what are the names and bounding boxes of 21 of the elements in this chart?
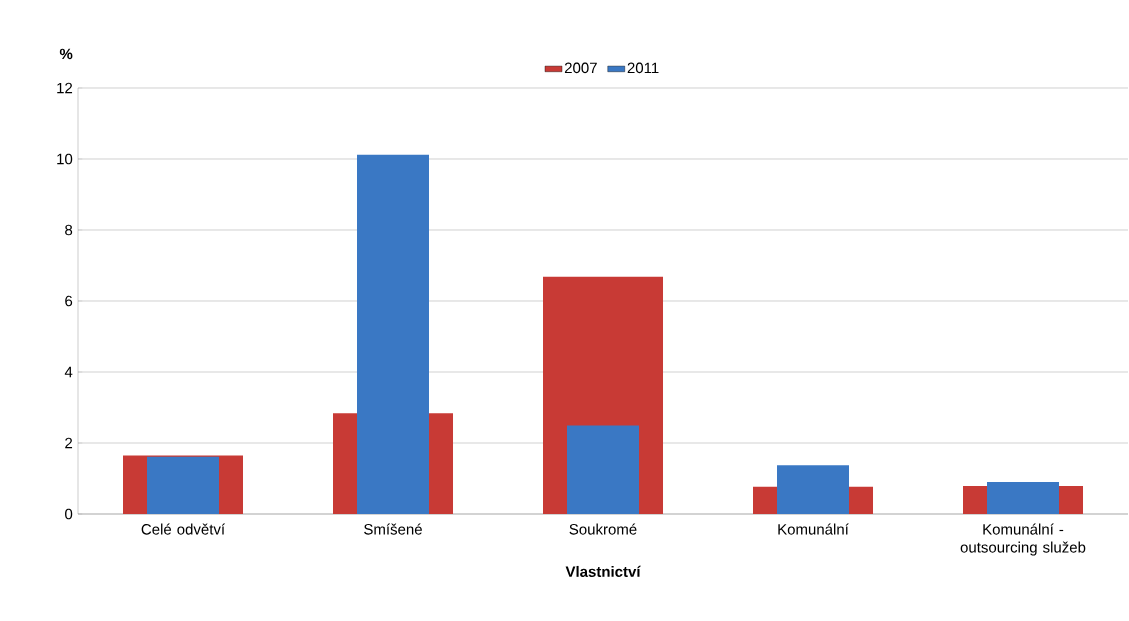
y-tick-label: 0 xyxy=(65,508,73,520)
bar xyxy=(987,482,1059,514)
bar xyxy=(567,425,639,514)
x-tick-label: Smíšené xyxy=(364,523,422,535)
y-tick-label: 6 xyxy=(65,295,73,307)
y-axis-title: % xyxy=(59,48,73,60)
x-tick-label: Soukromé xyxy=(569,523,637,535)
y-tick-label: 8 xyxy=(65,224,73,236)
x-axis-title: Vlastnictví xyxy=(565,565,641,577)
bar xyxy=(357,154,429,514)
bar xyxy=(147,456,219,514)
y-tick-label: 12 xyxy=(57,82,73,94)
y-tick-label: 10 xyxy=(57,153,73,165)
legend-label: 2007 xyxy=(564,62,597,74)
x-tick-label: Komunální - outsourcing služeb xyxy=(960,523,1086,556)
legend-label: 2011 xyxy=(627,62,659,74)
y-tick-label: 4 xyxy=(64,366,73,378)
y-tick-label: 2 xyxy=(65,437,73,449)
x-tick-label: Celé odvětví xyxy=(141,523,226,535)
bar xyxy=(777,465,849,514)
x-tick-label: Komunální xyxy=(778,523,849,535)
